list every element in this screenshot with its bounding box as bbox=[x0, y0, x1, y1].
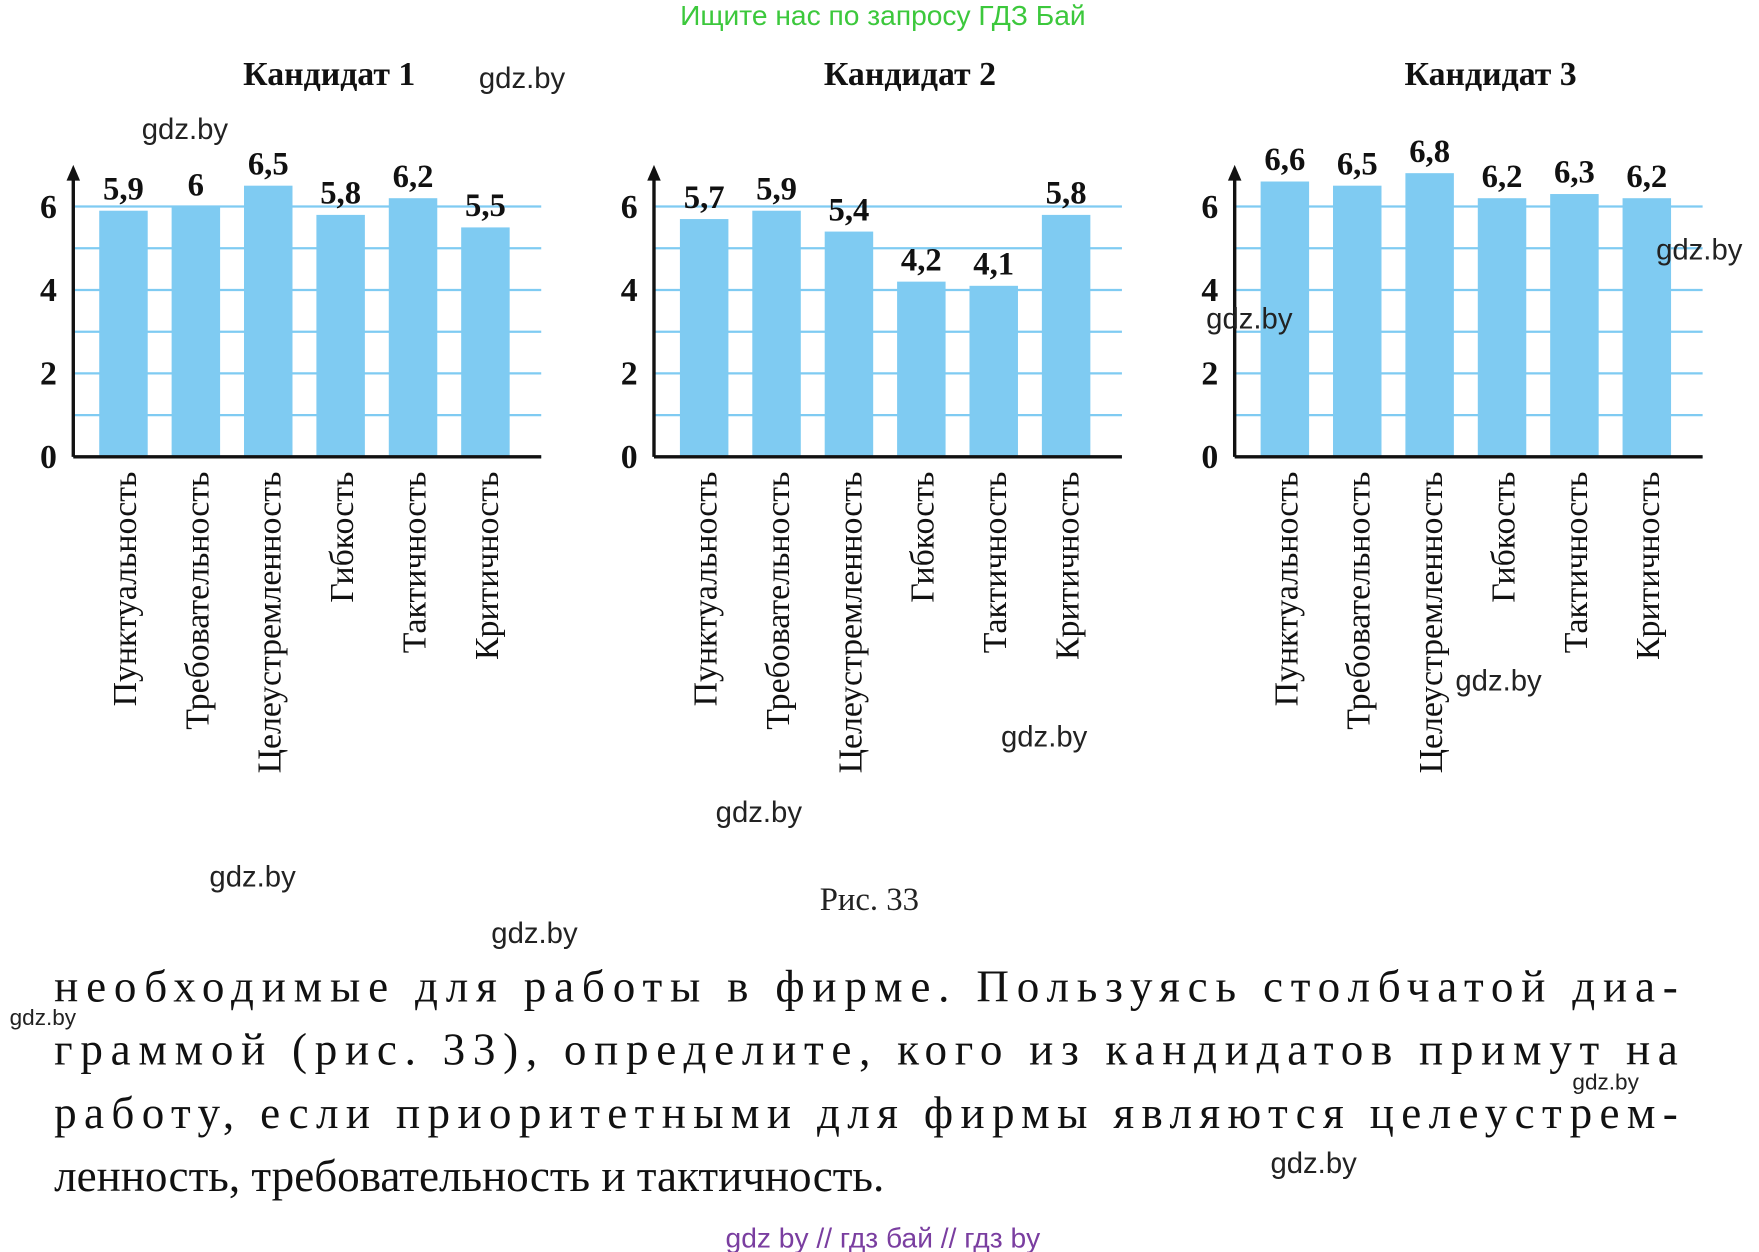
value-label: 6,5 bbox=[248, 146, 289, 182]
watermark: gdz.by bbox=[1206, 302, 1293, 335]
x-tick-label: Тактичность bbox=[977, 472, 1014, 654]
paragraph-line: ленность, требовательность и тактичность… bbox=[54, 1151, 884, 1201]
bar bbox=[969, 285, 1018, 457]
value-label: 5,8 bbox=[1046, 176, 1087, 212]
y-tick-label: 6 bbox=[621, 189, 638, 226]
x-tick-label: Пунктуальность bbox=[1268, 472, 1305, 707]
x-tick-label: Гибкость bbox=[1485, 472, 1522, 603]
bar bbox=[1477, 198, 1527, 457]
value-label: 5,4 bbox=[829, 192, 870, 228]
watermark: gdz.by bbox=[1455, 664, 1542, 697]
paragraph-line: работу, если приоритетными для фирмы явл… bbox=[54, 1088, 1678, 1138]
y-tick-label: 2 bbox=[1201, 356, 1218, 393]
axis-arrow bbox=[647, 164, 661, 181]
chart-title: Кандидат 1 bbox=[243, 56, 415, 93]
paragraph-line: необходимые для работы в фирме. Пользуяс… bbox=[54, 961, 1678, 1011]
y-tick-label: 2 bbox=[621, 356, 638, 393]
value-label: 6,2 bbox=[1482, 159, 1523, 195]
value-label: 5,9 bbox=[756, 171, 797, 207]
caption: Рис. 33 bbox=[820, 882, 919, 918]
value-label: 5,7 bbox=[684, 180, 725, 216]
bar bbox=[388, 198, 438, 457]
value-label: 6,2 bbox=[393, 159, 434, 195]
axis-arrow bbox=[66, 164, 81, 181]
bar bbox=[1260, 181, 1310, 457]
y-tick-label: 0 bbox=[1201, 439, 1218, 476]
x-tick-label: Целеустремленность bbox=[1413, 472, 1450, 774]
watermark: gdz.by bbox=[209, 860, 296, 893]
watermark: gdz.by bbox=[1001, 721, 1088, 754]
value-label: 4,2 bbox=[901, 242, 942, 278]
bar bbox=[1333, 185, 1382, 457]
chart-title: Кандидат 3 bbox=[1405, 56, 1577, 93]
bar bbox=[679, 219, 729, 457]
watermark: gdz.by bbox=[142, 113, 229, 146]
watermark: gdz.by bbox=[491, 917, 578, 950]
axis-arrow bbox=[1227, 164, 1242, 181]
bar bbox=[99, 210, 148, 457]
bar bbox=[1622, 198, 1672, 457]
x-tick-label: Тактичность bbox=[396, 472, 433, 654]
value-label: 6,8 bbox=[1409, 134, 1450, 170]
bar bbox=[897, 281, 946, 457]
bar bbox=[824, 231, 874, 457]
x-tick-label: Критичность bbox=[1050, 472, 1087, 660]
value-label: 6,5 bbox=[1337, 146, 1378, 182]
bar bbox=[244, 185, 293, 457]
value-label: 6,2 bbox=[1626, 159, 1667, 195]
bar bbox=[1550, 194, 1599, 457]
x-tick-label: Целеустремленность bbox=[252, 472, 289, 774]
x-tick-label: Требовательность bbox=[760, 472, 797, 730]
x-tick-label: Требовательность bbox=[179, 472, 216, 730]
x-tick-label: Критичность bbox=[469, 472, 506, 660]
bar bbox=[1041, 214, 1091, 457]
x-tick-label: Гибкость bbox=[905, 472, 942, 603]
y-tick-label: 0 bbox=[40, 439, 57, 476]
value-label: 5,9 bbox=[103, 171, 144, 207]
y-tick-label: 0 bbox=[621, 439, 638, 476]
value-label: 5,5 bbox=[465, 188, 506, 224]
watermark: gdz.by bbox=[716, 796, 803, 829]
watermark: gdz.by bbox=[479, 62, 566, 95]
chart-title: Кандидат 2 bbox=[824, 56, 996, 93]
bar bbox=[461, 227, 510, 457]
bar bbox=[171, 206, 221, 457]
value-label: 6 bbox=[188, 167, 204, 203]
bar bbox=[752, 210, 801, 457]
value-label: 5,8 bbox=[320, 176, 361, 212]
x-tick-label: Гибкость bbox=[324, 472, 361, 603]
bar bbox=[316, 214, 365, 457]
y-tick-label: 4 bbox=[1201, 272, 1218, 309]
watermark: gdz.by bbox=[1270, 1147, 1357, 1180]
value-label: 4,1 bbox=[973, 247, 1014, 283]
x-tick-label: Пунктуальность bbox=[107, 472, 144, 707]
y-tick-label: 4 bbox=[621, 272, 638, 309]
header: Ищите нас по запросу ГДЗ Бай bbox=[680, 0, 1086, 31]
x-tick-label: Пунктуальность bbox=[688, 472, 725, 707]
x-tick-label: Целеустремленность bbox=[832, 472, 869, 774]
value-label: 6,3 bbox=[1554, 155, 1595, 191]
footer: gdz by // гдз бай // гдз by bbox=[726, 1221, 1042, 1252]
value-label: 6,6 bbox=[1264, 142, 1305, 178]
paragraph-line: граммой (рис. 33), определите, кого из к… bbox=[54, 1025, 1678, 1075]
y-tick-label: 6 bbox=[40, 189, 57, 226]
watermark: gdz.by bbox=[1656, 234, 1743, 267]
x-tick-label: Тактичность bbox=[1558, 472, 1595, 654]
y-tick-label: 4 bbox=[40, 272, 57, 309]
x-tick-label: Требовательность bbox=[1341, 472, 1378, 730]
watermark: gdz.by bbox=[1572, 1069, 1639, 1094]
x-tick-label: Критичность bbox=[1630, 472, 1667, 660]
watermark: gdz.by bbox=[10, 1005, 77, 1030]
y-tick-label: 2 bbox=[40, 356, 57, 393]
bar bbox=[1405, 173, 1454, 457]
y-tick-label: 6 bbox=[1201, 189, 1218, 226]
